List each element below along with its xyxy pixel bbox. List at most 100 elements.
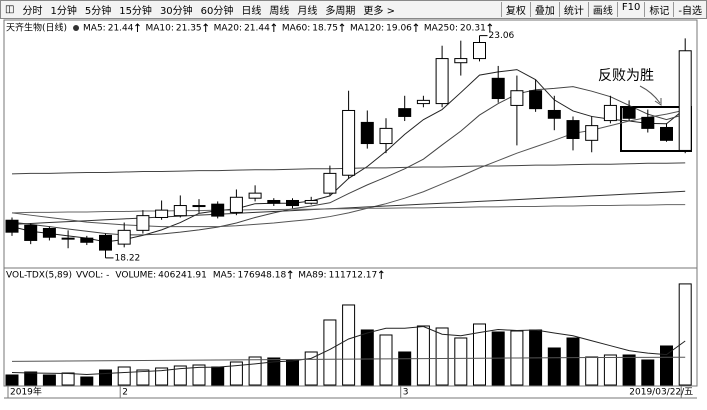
volume-bar: [192, 364, 206, 386]
x-tick-label: 2019/03/22/五: [629, 388, 693, 398]
chart-title: 天齐生物(日线): [6, 22, 67, 34]
volume-bar: [641, 359, 655, 386]
x-tick-label: 2019年: [10, 386, 42, 398]
legend-arrow: [487, 23, 493, 32]
period-tab[interactable]: 5分钟: [84, 6, 112, 17]
volume-bar: [585, 356, 599, 386]
legend-label: MA89:: [298, 271, 326, 281]
candle-body: [61, 237, 75, 240]
legend-arrow: [287, 270, 293, 279]
tool-button[interactable]: 画线: [587, 2, 617, 17]
legend-arrow: [271, 23, 277, 32]
period-tab[interactable]: 日线: [241, 6, 262, 17]
candle-body: [155, 209, 169, 218]
volume-subtitle: VVOL: -: [76, 271, 109, 281]
period-tab[interactable]: 周线: [269, 6, 290, 17]
volume-bar: [136, 369, 150, 386]
volume-bar: [435, 327, 449, 386]
volume-bar: [323, 319, 337, 386]
candle-body: [454, 58, 468, 64]
candle-body: [566, 120, 580, 139]
toolbar: ◫ 分时 1分钟 5分钟 15分钟 30分钟 60分钟 日线 周线 月线 多周期 更多 > 复权 叠加…: [0, 0, 707, 19]
annotation-arrow: [639, 85, 661, 104]
candle-body: [323, 172, 337, 194]
toolbar-icon[interactable]: ◫: [5, 4, 15, 15]
tool-button[interactable]: 统计: [558, 2, 588, 17]
volume-bar: [360, 329, 374, 386]
legend-dot: [73, 25, 80, 31]
volume-bar: [5, 374, 19, 386]
period-tab[interactable]: 15分钟: [119, 6, 152, 17]
volume-bar: [660, 345, 673, 386]
volume-bar: [379, 334, 393, 386]
period-tab[interactable]: 1分钟: [50, 6, 77, 17]
legend-label: MA60:: [282, 24, 310, 34]
period-tab[interactable]: 月线: [297, 6, 318, 17]
legend-label: MA20:: [214, 24, 242, 34]
volume-label: VOLUME:: [115, 271, 156, 281]
legend-value: 21.44: [244, 24, 270, 34]
legend-arrow: [135, 23, 140, 32]
period-tab[interactable]: 60分钟: [200, 6, 234, 17]
period-tab[interactable]: 多周期: [325, 6, 356, 17]
candle-body: [360, 121, 374, 145]
candle-body: [529, 90, 543, 110]
volume-bar: [248, 356, 262, 386]
ma-line: [11, 190, 686, 225]
volume-bar: [267, 357, 281, 386]
tool-button[interactable]: 标记: [644, 2, 673, 17]
x-tick-label: 3: [403, 388, 409, 398]
legend-label: MA5:: [213, 271, 236, 281]
tool-buttons: 复权 叠加 统计 画线 F10 标记 -自选: [500, 2, 706, 17]
period-tab[interactable]: 更多 >: [363, 6, 395, 17]
candle-body: [173, 205, 187, 217]
candle-body: [547, 109, 561, 119]
volume-bar: [603, 354, 617, 386]
volume-bar: [99, 369, 112, 386]
period-tab[interactable]: 分时: [22, 6, 43, 17]
legend-value: 21.35: [176, 24, 202, 34]
volume-bar: [173, 365, 187, 386]
volume-bar: [304, 351, 318, 386]
tool-button[interactable]: 叠加: [529, 2, 559, 17]
legend-arrow: [378, 270, 384, 279]
candle-body: [416, 99, 430, 105]
volume-bar: [678, 283, 692, 386]
candle-body: [229, 196, 243, 213]
period-tab[interactable]: 30分钟: [159, 6, 193, 17]
tool-button[interactable]: -自选: [673, 2, 706, 17]
volume-bar: [117, 366, 131, 386]
period-tabs: 分时 1分钟 5分钟 15分钟 30分钟 60分钟 日线 周线 月线 多周期 更多 >: [18, 2, 399, 17]
candle-body: [510, 90, 524, 106]
candle-body: [136, 215, 150, 231]
volume-bar: [622, 354, 636, 386]
volume-bar: [342, 304, 356, 386]
volume-bar: [211, 366, 225, 386]
annotation: 反败为胜: [598, 68, 654, 84]
tool-button[interactable]: 复权: [500, 2, 530, 17]
candle-body: [248, 192, 262, 199]
legend-arrow: [339, 23, 345, 32]
volume-bar: [80, 376, 94, 386]
max-label: 23.06: [489, 31, 515, 41]
candle-body: [42, 228, 56, 238]
volume-bar: [229, 361, 243, 386]
volume-bar: [155, 367, 169, 386]
candle-body: [5, 219, 19, 233]
annotation-arrow-head: [654, 98, 662, 106]
tool-button[interactable]: F10: [616, 2, 644, 17]
volume-bar: [398, 351, 412, 386]
volume-bar: [42, 374, 56, 386]
legend-value: 19.06: [386, 24, 412, 34]
volume-bar: [566, 337, 580, 386]
candle-body: [80, 237, 94, 243]
candle-body: [398, 108, 412, 117]
candle-body: [622, 106, 636, 119]
legend-value: 21.44: [108, 24, 134, 34]
candle-body: [304, 199, 318, 204]
candle-body: [379, 127, 393, 145]
candle-body: [286, 199, 299, 207]
candle-body: [491, 77, 505, 100]
